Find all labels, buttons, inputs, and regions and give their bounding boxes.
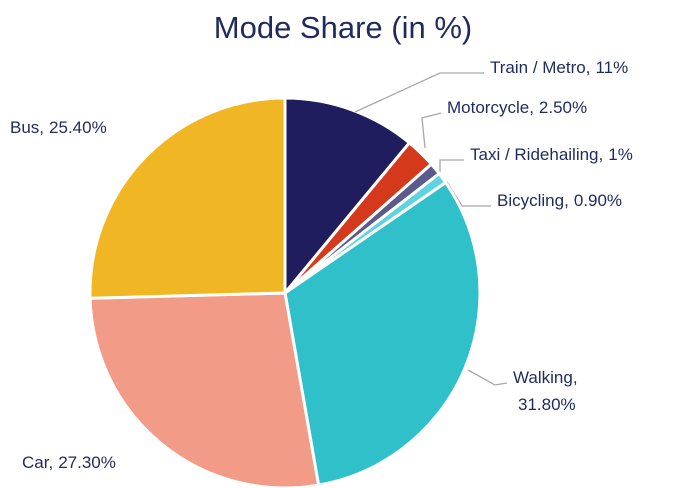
slice-label: Taxi / Ridehailing, 1% — [470, 145, 633, 164]
category-label: Walking — [513, 368, 573, 387]
pie-slice — [283, 96, 412, 298]
value-label: 27.30% — [58, 453, 116, 472]
value-label: 1% — [608, 145, 633, 164]
value-label: 31.80% — [518, 395, 576, 414]
pie-slice — [88, 96, 287, 300]
category-label: Bus — [10, 118, 39, 137]
leader-line — [467, 369, 508, 386]
leader-line — [439, 159, 464, 172]
slice-label: Train / Metro, 11% — [490, 58, 628, 77]
category-label: Bicycling — [497, 191, 564, 210]
leader-line — [421, 112, 442, 149]
category-label: Motorcycle — [447, 98, 529, 117]
slice-label: Bicycling, 0.90% — [497, 191, 622, 210]
value-label: 0.90% — [574, 191, 622, 210]
value-label: 2.50% — [539, 98, 587, 117]
slice-label: Motorcycle, 2.50% — [447, 98, 587, 117]
category-label: Train / Metro — [490, 58, 586, 77]
leader-line — [354, 72, 484, 113]
value-label: 25.40% — [49, 118, 107, 137]
slice-label: Bus, 25.40% — [10, 118, 107, 137]
slice-label: Car, 27.30% — [22, 453, 116, 472]
chart-title: Mode Share (in %) — [214, 10, 472, 45]
value-label: 11% — [595, 58, 628, 77]
category-label: Taxi / Ridehailing — [470, 145, 599, 164]
pie-slice — [88, 291, 321, 488]
category-label: Car — [22, 453, 50, 472]
slice-label: Walking, 31.80% — [513, 368, 578, 414]
pie-slice — [283, 180, 482, 487]
